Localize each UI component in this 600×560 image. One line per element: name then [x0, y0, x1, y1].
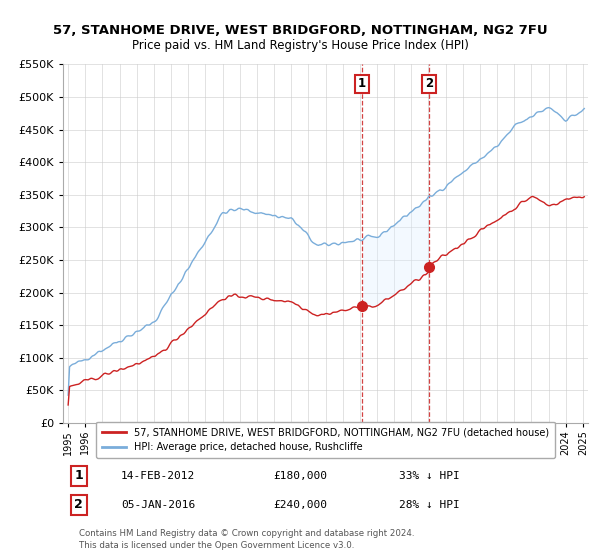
Text: 14-FEB-2012: 14-FEB-2012 [121, 471, 195, 481]
Text: Price paid vs. HM Land Registry's House Price Index (HPI): Price paid vs. HM Land Registry's House … [131, 39, 469, 53]
Text: £240,000: £240,000 [273, 500, 327, 510]
Text: 1: 1 [74, 469, 83, 482]
Text: £180,000: £180,000 [273, 471, 327, 481]
Text: This data is licensed under the Open Government Licence v3.0.: This data is licensed under the Open Gov… [79, 542, 354, 550]
Text: 05-JAN-2016: 05-JAN-2016 [121, 500, 195, 510]
Legend: 57, STANHOME DRIVE, WEST BRIDGFORD, NOTTINGHAM, NG2 7FU (detached house), HPI: A: 57, STANHOME DRIVE, WEST BRIDGFORD, NOTT… [96, 422, 555, 458]
Text: 33% ↓ HPI: 33% ↓ HPI [399, 471, 460, 481]
Text: 28% ↓ HPI: 28% ↓ HPI [399, 500, 460, 510]
Text: Contains HM Land Registry data © Crown copyright and database right 2024.: Contains HM Land Registry data © Crown c… [79, 529, 414, 538]
Text: 57, STANHOME DRIVE, WEST BRIDGFORD, NOTTINGHAM, NG2 7FU: 57, STANHOME DRIVE, WEST BRIDGFORD, NOTT… [53, 24, 547, 38]
Text: 2: 2 [425, 77, 433, 91]
Text: 1: 1 [358, 77, 366, 91]
Text: 2: 2 [74, 498, 83, 511]
